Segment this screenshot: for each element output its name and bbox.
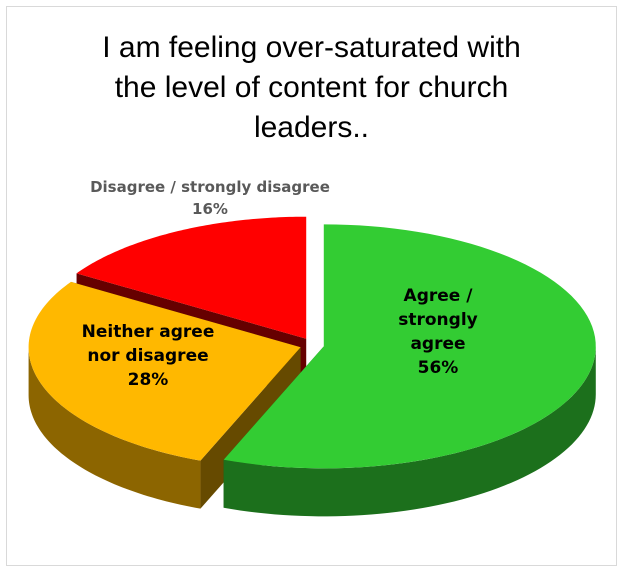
value-label: 28% bbox=[127, 370, 169, 390]
slice-side bbox=[223, 346, 596, 517]
pie-slice bbox=[28, 281, 301, 461]
category-label: Disagree / strongly disagree bbox=[90, 178, 330, 196]
pie bbox=[28, 216, 596, 517]
category-label: Neither agree nor disagree bbox=[81, 322, 215, 366]
slice-label: Disagree / strongly disagree 16% bbox=[50, 176, 370, 220]
pie-slice bbox=[223, 224, 596, 469]
chart-title: I am feeling over-saturated with the lev… bbox=[102, 31, 521, 144]
slice-label: Agree / strongly agree 56% bbox=[383, 284, 493, 380]
pie-slice bbox=[76, 216, 307, 339]
value-label: 56% bbox=[417, 358, 459, 378]
value-label: 16% bbox=[192, 200, 228, 218]
slice-label: Neither agree nor disagree 28% bbox=[73, 320, 223, 392]
slice-side bbox=[28, 347, 201, 509]
category-label: Agree / strongly agree bbox=[398, 286, 478, 354]
